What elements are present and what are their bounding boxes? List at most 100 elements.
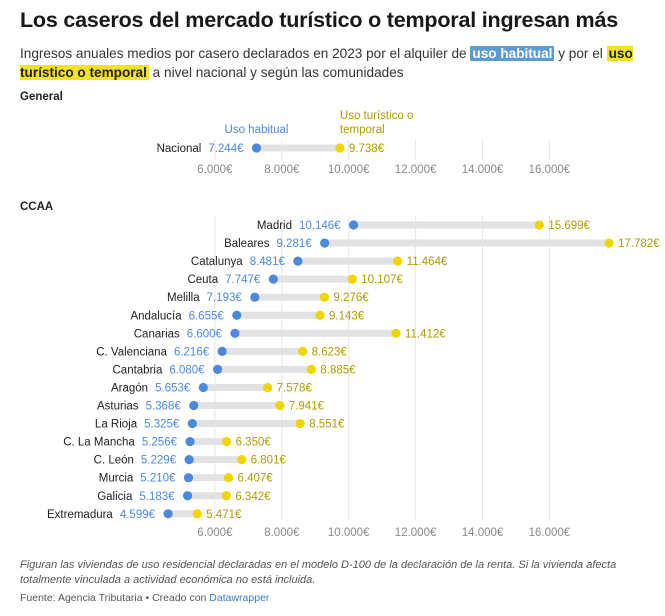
turistico-dot	[393, 256, 403, 266]
x-tick-label: 8.000€	[264, 164, 300, 176]
habitual-value-label: 5.229€	[141, 455, 177, 467]
turistico-dot	[347, 274, 357, 284]
habitual-value-label: 6.655€	[189, 310, 225, 322]
subtitle-text-1: Ingresos anuales medios por casero decla…	[20, 46, 471, 61]
row-label: Extremadura	[47, 509, 113, 521]
x-tick-label: 16.000€	[529, 527, 571, 539]
turistico-value-label: 8.623€	[312, 346, 348, 358]
turistico-value-label: 11.464€	[407, 256, 448, 268]
section-label-ccaa: CCAA	[20, 201, 54, 213]
x-tick-label: 6.000€	[197, 527, 233, 539]
row-label: C. La Mancha	[63, 437, 135, 449]
chart-title: Los caseros del mercado turístico o temp…	[20, 8, 618, 32]
habitual-dot	[185, 437, 195, 447]
turistico-dot	[237, 455, 247, 465]
turistico-dot	[319, 292, 330, 302]
turistico-dot	[221, 491, 231, 501]
chart-general: Uso habitual Uso turístico o temporal 7.244…	[157, 110, 571, 176]
turistico-value-label: 15.699€	[548, 220, 590, 232]
legend-label-habitual: Uso habitual	[225, 124, 289, 136]
turistico-value-label: 6.342€	[235, 491, 271, 503]
turistico-value-label: 7.578€	[277, 382, 313, 394]
habitual-dot	[163, 509, 173, 519]
row-label: Andalucía	[130, 310, 182, 322]
source-line: Fuente: Agencia Tributaria • Creado con …	[20, 592, 269, 604]
subtitle-text-2: y por el	[554, 46, 607, 61]
habitual-dot	[217, 346, 227, 356]
habitual-value-label: 8.481€	[250, 256, 286, 268]
row-label: Catalunya	[191, 256, 243, 268]
subtitle-text-3: a nivel nacional y según las comunidades	[148, 65, 404, 80]
habitual-dot	[198, 382, 208, 393]
row-label: C. Valenciana	[96, 346, 167, 358]
turistico-dot	[298, 346, 308, 356]
turistico-value-label: 6.801€	[251, 455, 287, 467]
turistico-dot	[192, 509, 202, 519]
row-label: Baleares	[224, 238, 270, 250]
x-tick-label: 8.000€	[264, 527, 300, 539]
turistico-value-label: 9.738€	[349, 143, 385, 155]
habitual-value-label: 5.368€	[146, 401, 182, 413]
turistico-dot	[306, 364, 317, 374]
turistico-value-label: 6.407€	[238, 473, 274, 485]
chart-ccaa: 10.146€ Madrid 15.699€ 9.281€ Baleares 17.782…	[47, 216, 660, 539]
x-tick-label: 14.000€	[462, 164, 504, 176]
x-tick-label: 16.000€	[529, 164, 571, 176]
turistico-dot	[222, 437, 232, 447]
row-label: Asturias	[97, 401, 139, 413]
turistico-dot	[295, 418, 305, 429]
row-label: La Rioja	[95, 419, 138, 431]
row-label: Melilla	[167, 292, 200, 304]
row-label: Cantabria	[113, 364, 163, 376]
source-text: Fuente: Agencia Tributaria • Creado con	[20, 592, 210, 604]
row-label: Aragón	[111, 382, 148, 394]
row-label: Canarias	[134, 328, 180, 340]
habitual-dot	[348, 220, 359, 230]
row-label: Ceuta	[187, 274, 218, 286]
habitual-dot	[187, 418, 197, 429]
x-tick-label: 14.000€	[462, 527, 504, 539]
habitual-value-label: 5.653€	[155, 382, 191, 394]
turistico-value-label: 17.782€	[618, 238, 660, 250]
habitual-value-label: 6.216€	[174, 346, 210, 358]
habitual-dot	[212, 364, 223, 374]
turistico-value-label: 5.471€	[206, 509, 242, 521]
turistico-value-label: 9.143€	[329, 310, 365, 322]
turistico-value-label: 11.412€	[405, 328, 446, 340]
legend-habitual-highlight: uso habitual	[470, 46, 555, 61]
habitual-value-label: 5.210€	[140, 473, 176, 485]
habitual-dot	[230, 328, 240, 338]
habitual-value-label: 4.599€	[120, 509, 156, 521]
turistico-dot	[223, 473, 234, 483]
habitual-dot	[183, 473, 194, 483]
habitual-value-label: 5.325€	[144, 419, 180, 431]
turistico-value-label: 8.885€	[320, 364, 356, 376]
turistico-dot	[534, 220, 544, 230]
turistico-dot	[315, 310, 325, 320]
x-tick-label: 10.000€	[328, 527, 370, 539]
section-label-general: General	[20, 91, 63, 103]
turistico-dot	[335, 143, 345, 153]
habitual-dot	[268, 274, 278, 284]
habitual-value-label: 6.080€	[169, 364, 205, 376]
habitual-value-label: 9.281€	[276, 238, 312, 250]
turistico-value-label: 9.276€	[333, 292, 369, 304]
habitual-value-label: 5.256€	[142, 437, 178, 449]
habitual-dot	[251, 143, 262, 153]
row-label: Galicia	[97, 491, 133, 503]
habitual-value-label: 7.193€	[207, 292, 243, 304]
row-label: Nacional	[157, 143, 202, 155]
habitual-dot	[250, 292, 260, 302]
legend-label-turistico: Uso turístico o temporal	[340, 110, 414, 136]
turistico-dot	[604, 238, 614, 248]
habitual-dot	[189, 400, 199, 411]
row-label: Murcia	[99, 473, 134, 485]
turistico-value-label: 8.551€	[309, 419, 345, 431]
habitual-dot	[293, 256, 303, 266]
habitual-value-label: 10.146€	[299, 220, 341, 232]
x-tick-label: 12.000€	[395, 164, 437, 176]
habitual-value-label: 7.244€	[208, 143, 244, 155]
x-tick-label: 10.000€	[328, 164, 370, 176]
datawrapper-link[interactable]: Datawrapper	[209, 592, 270, 604]
turistico-value-label: 7.941€	[289, 401, 325, 413]
